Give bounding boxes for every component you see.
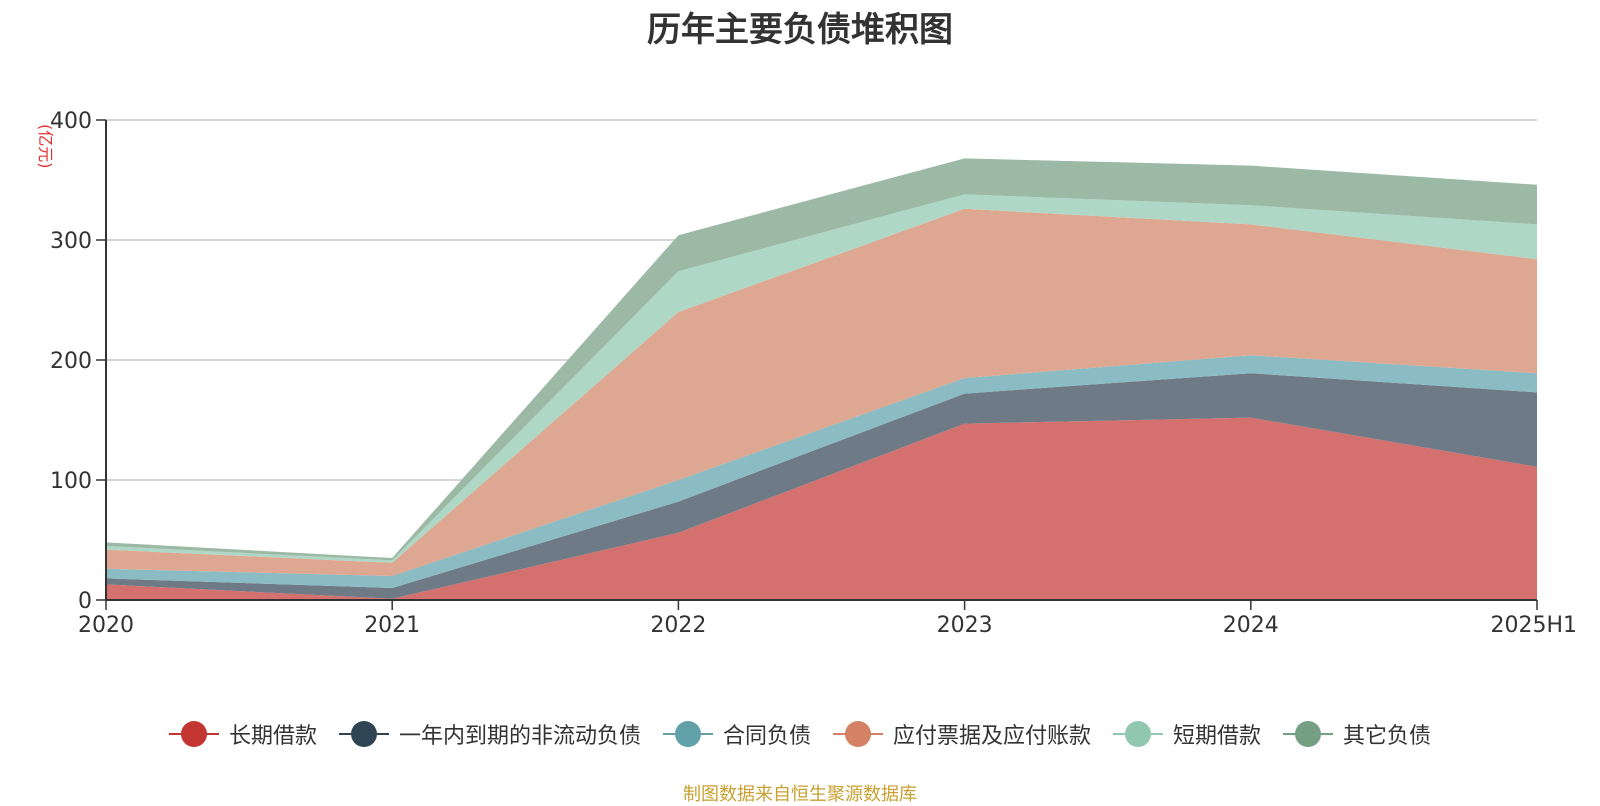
legend-item-5[interactable]: 短期借款 (1113, 718, 1261, 750)
legend-label: 长期借款 (228, 724, 317, 749)
source-note: 制图数据来自恒生聚源数据库 (683, 784, 917, 805)
legend-swatch-icon (1283, 721, 1334, 747)
area-series-2 (106, 373, 1537, 599)
legend-swatch-icon (1113, 721, 1164, 747)
legend-item-3[interactable]: 合同负债 (662, 718, 811, 750)
legend-label: 短期借款 (1173, 724, 1262, 749)
legend-swatch-icon (338, 721, 389, 747)
legend-label: 一年内到期的非流动负债 (398, 724, 641, 749)
legend-label: 应付票据及应付账款 (893, 724, 1092, 749)
x-tick-label: 2022 (650, 613, 706, 638)
area-series-5 (106, 194, 1537, 563)
legend-swatch-icon (833, 721, 883, 747)
axes (96, 119, 1538, 610)
y-tick-label: 0 (78, 589, 92, 614)
y-tick-label: 200 (50, 349, 92, 374)
y-axis-unit-label: (亿元) (36, 124, 55, 169)
x-tick-label: 2023 (937, 613, 993, 638)
x-tick-label: 2021 (364, 613, 420, 638)
legend-label: 其它负债 (1343, 724, 1432, 749)
legend-item-2[interactable]: 一年内到期的非流动负债 (338, 718, 641, 750)
y-tick-label: 400 (50, 109, 92, 134)
area-series-6 (106, 158, 1537, 561)
legend-item-6[interactable]: 其它负债 (1283, 718, 1431, 750)
legend-swatch-icon (168, 721, 219, 747)
legend-item-1[interactable]: 长期借款 (168, 718, 317, 750)
area-series-1 (106, 417, 1537, 600)
y-tick-label: 100 (50, 469, 92, 494)
x-tick-label: 2024 (1223, 613, 1279, 638)
x-tick-label: 2020 (78, 613, 134, 638)
chart-title: 历年主要负债堆积图 (647, 10, 953, 50)
legend-item-4[interactable]: 应付票据及应付账款 (833, 718, 1091, 750)
legend: 长期借款 一年内到期的非流动负债 合同负债 应付票据及应付账款 短期借款 其它负债 (0, 718, 1600, 750)
axis-labels: 0 100 200 300 400 2020 2021 2022 2023 2024 2025H1 (… (36, 109, 1577, 638)
legend-swatch-icon (662, 721, 713, 747)
area-series-4 (106, 208, 1537, 577)
x-tick-label: 2025H1 (1490, 613, 1577, 638)
area-series (106, 158, 1537, 600)
y-tick-label: 300 (50, 229, 92, 254)
legend-label: 合同负债 (722, 724, 811, 749)
area-series-3 (106, 355, 1537, 588)
